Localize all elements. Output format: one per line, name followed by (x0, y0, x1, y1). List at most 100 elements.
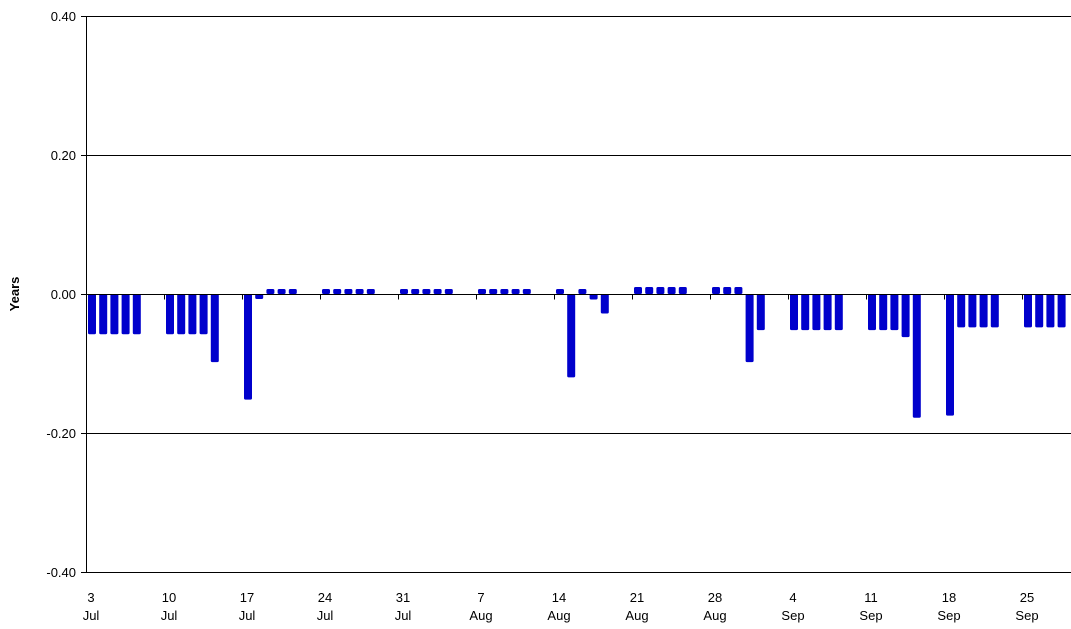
bar (745, 294, 754, 363)
bar (132, 294, 141, 335)
bar (522, 289, 531, 294)
y-tick-marks (81, 16, 86, 573)
x-tick-label-month: Sep (859, 608, 882, 623)
bar (589, 294, 598, 300)
bar (121, 294, 130, 335)
bar (734, 287, 743, 294)
y-tick-label: 0.40 (51, 9, 76, 24)
x-tick-label-month: Sep (937, 608, 960, 623)
bar (756, 294, 765, 331)
bar (433, 289, 442, 294)
bar (166, 294, 174, 335)
bar (322, 289, 330, 294)
bar (656, 287, 665, 294)
bar (255, 294, 264, 299)
bar (478, 289, 486, 294)
x-tick-label-day: 21 (630, 590, 644, 605)
x-tick-label-month: Jul (395, 608, 412, 623)
bar (199, 294, 208, 335)
bar (823, 294, 832, 331)
bar (667, 287, 676, 294)
bar (344, 289, 353, 294)
bar (333, 289, 342, 294)
bar (489, 289, 498, 294)
bar (645, 287, 654, 294)
bar (366, 289, 375, 294)
x-tick-label-day: 18 (942, 590, 956, 605)
bar (890, 294, 899, 331)
x-tick-label-day: 28 (708, 590, 722, 605)
bar (400, 289, 408, 294)
bar (88, 294, 96, 335)
bar (990, 294, 999, 328)
bar (801, 294, 810, 331)
bar (355, 289, 364, 294)
bar (946, 294, 954, 416)
x-tick-labels: 3 Jul 10 Jul 17 Jul 24 Jul 31 Jul 7 Aug 14 Aug 21 Aug 28… (83, 590, 1039, 623)
bar (99, 294, 108, 335)
y-axis-title: Years (7, 277, 22, 312)
x-tick-marks (86, 294, 1023, 300)
bar (244, 294, 252, 400)
bar (1035, 294, 1044, 328)
x-tick-label-month: Aug (703, 608, 726, 623)
y-tick-label: -0.40 (46, 565, 76, 580)
x-tick-label-month: Sep (1015, 608, 1038, 623)
bar (712, 287, 720, 294)
bar (678, 287, 687, 294)
bar (812, 294, 821, 331)
x-tick-label-month: Aug (469, 608, 492, 623)
x-tick-label-day: 14 (552, 590, 566, 605)
x-tick-label-month: Jul (161, 608, 178, 623)
y-tick-labels: 0.40 0.20 0.00 -0.20 -0.40 (46, 9, 76, 580)
x-tick-label-month: Sep (781, 608, 804, 623)
bar (600, 294, 609, 314)
y-tick-label: -0.20 (46, 426, 76, 441)
bar (288, 289, 297, 294)
bar (500, 289, 509, 294)
x-tick-label-day: 4 (789, 590, 796, 605)
bar (210, 294, 219, 363)
x-tick-label-month: Jul (317, 608, 334, 623)
x-tick-label-month: Aug (547, 608, 570, 623)
x-tick-label-day: 11 (864, 590, 878, 605)
x-tick-label-day: 7 (477, 590, 484, 605)
x-tick-label-day: 24 (318, 590, 332, 605)
bar (957, 294, 966, 328)
bar (1057, 294, 1066, 328)
y-tick-label: 0.00 (51, 287, 76, 302)
bar (790, 294, 798, 331)
bar (556, 289, 564, 294)
bar (567, 294, 576, 378)
x-tick-label-day: 25 (1020, 590, 1034, 605)
bar (634, 287, 642, 294)
bar (277, 289, 286, 294)
x-tick-label-month: Jul (239, 608, 256, 623)
bar (868, 294, 876, 331)
y-tick-label: 0.20 (51, 148, 76, 163)
bar (110, 294, 119, 335)
bar (444, 289, 453, 294)
x-tick-label-day: 17 (240, 590, 254, 605)
bar (912, 294, 921, 418)
bar (979, 294, 988, 328)
bar (422, 289, 431, 294)
x-tick-label-day: 3 (87, 590, 94, 605)
bar (879, 294, 888, 331)
bar (901, 294, 910, 338)
bar (968, 294, 977, 328)
x-tick-label-day: 10 (162, 590, 176, 605)
bar (1024, 294, 1032, 328)
x-tick-label-month: Aug (625, 608, 648, 623)
bar (578, 289, 587, 294)
x-tick-label-day: 31 (396, 590, 410, 605)
bar (723, 287, 732, 294)
bar (1046, 294, 1055, 328)
bar (266, 289, 275, 294)
bar (188, 294, 197, 335)
bar (411, 289, 420, 294)
bar (834, 294, 843, 331)
x-tick-label-month: Jul (83, 608, 100, 623)
bar-series (88, 287, 1066, 418)
